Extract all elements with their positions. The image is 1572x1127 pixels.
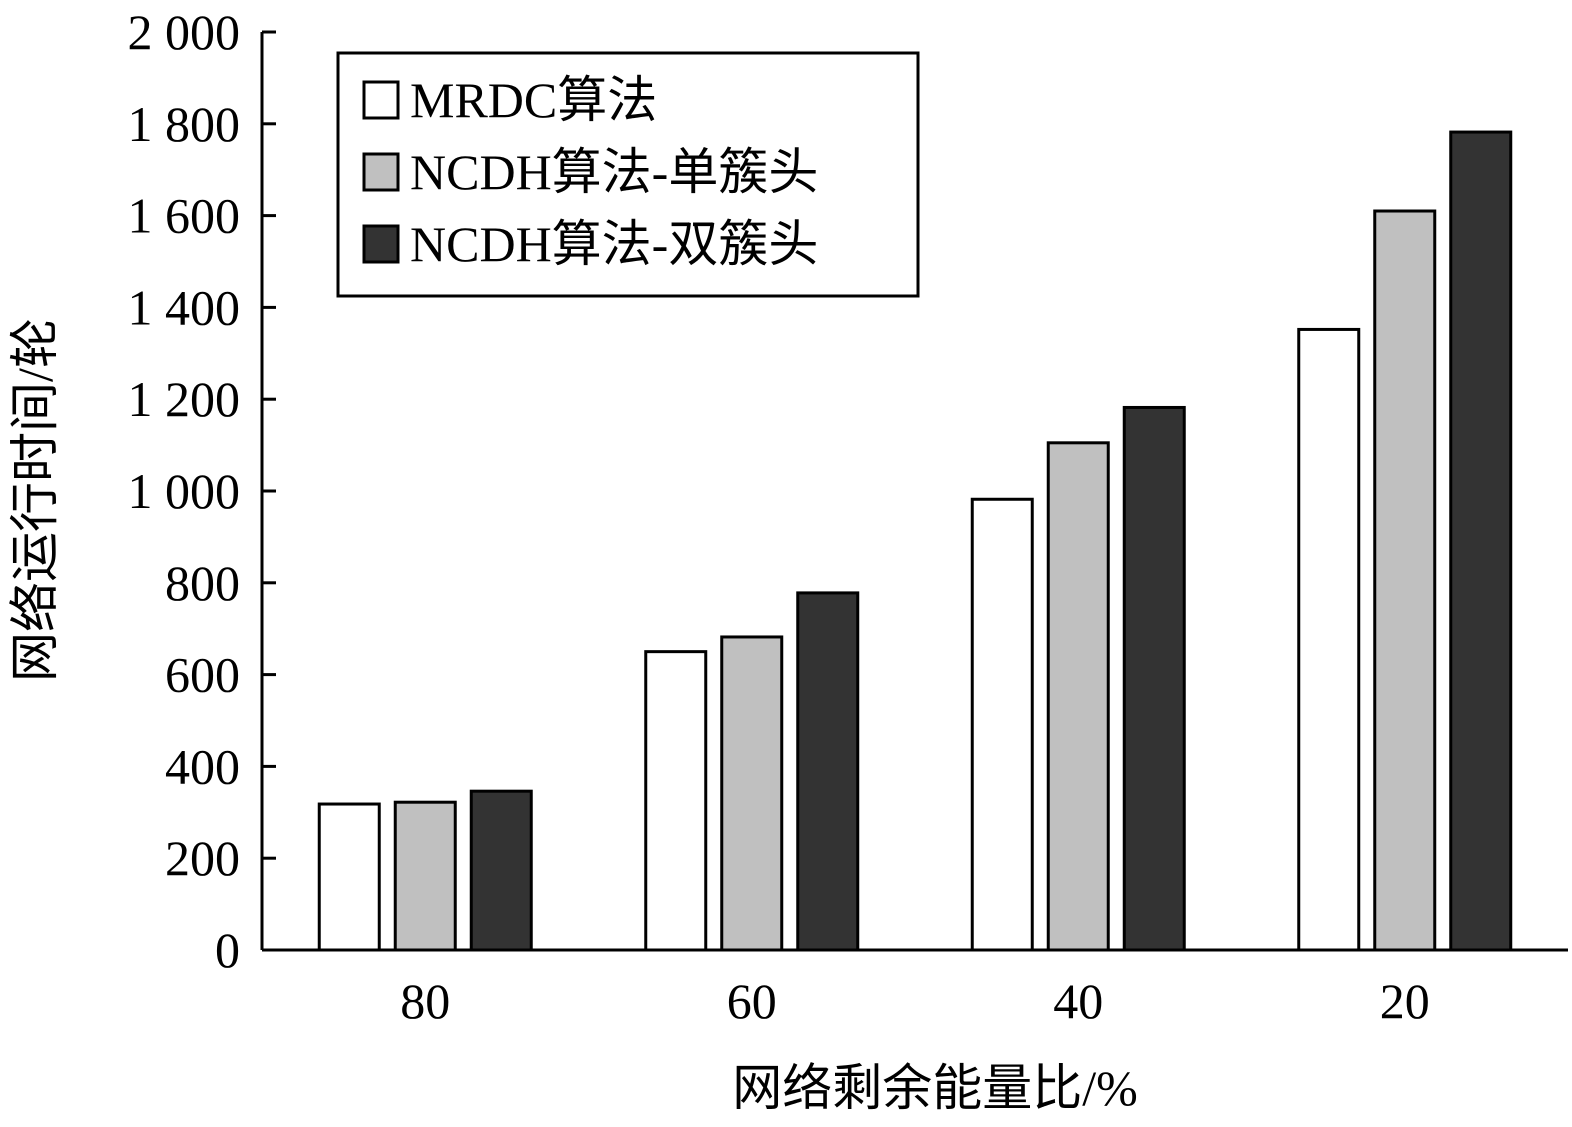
y-ticks: 0 200 400 600 800 1 000 1 200 1 400 1 600 1 800 2 …: [128, 4, 276, 978]
bar-1-20: [1297, 327, 1361, 952]
y-tick-label: 800: [165, 555, 240, 611]
y-tick-label: 1 600: [128, 188, 241, 244]
legend-label-2: NCDH算法-单簇头: [410, 144, 818, 200]
bar-1-40: [970, 497, 1034, 952]
bar-3-60: [796, 591, 860, 952]
bar-3-80: [469, 789, 533, 952]
bar-3-20: [1449, 130, 1513, 952]
y-axis-title: 网络运行时间/轮: [7, 318, 63, 682]
bar-2-60: [720, 635, 784, 952]
x-tick-label: 40: [1053, 973, 1103, 1029]
legend-swatch-1: [362, 80, 400, 120]
y-tick-label: 1 800: [128, 96, 241, 152]
legend-swatch-3: [362, 224, 400, 264]
bar-1-60: [644, 650, 708, 952]
y-tick-label: 1 200: [128, 371, 241, 427]
bar-3-40: [1122, 405, 1186, 952]
y-tick-label: 400: [165, 738, 240, 794]
y-tick-label: 200: [165, 830, 240, 886]
y-tick-label: 0: [215, 922, 240, 978]
x-tick-label: 60: [727, 973, 777, 1029]
legend-label-1: MRDC算法: [410, 72, 657, 128]
x-tick-label: 20: [1380, 973, 1430, 1029]
legend-box: [336, 51, 920, 298]
bar-1-80: [317, 802, 381, 952]
bars: [317, 130, 1513, 952]
legend: MRDC算法 NCDH算法-单簇头 NCDH算法-双簇头: [336, 51, 920, 298]
x-axis-title: 网络剩余能量比/%: [732, 1060, 1138, 1116]
x-ticks: 80 60 40 20: [400, 973, 1430, 1029]
x-tick-label: 80: [400, 973, 450, 1029]
y-tick-label: 1 000: [128, 463, 241, 519]
bar-2-40: [1046, 441, 1110, 952]
y-tick-label: 1 400: [128, 279, 241, 335]
bar-2-80: [393, 800, 457, 952]
bar-2-20: [1373, 209, 1437, 952]
y-tick-label: 2 000: [128, 4, 241, 60]
legend-label-3: NCDH算法-双簇头: [410, 216, 818, 272]
legend-swatch-2: [362, 152, 400, 192]
y-tick-label: 600: [165, 647, 240, 703]
